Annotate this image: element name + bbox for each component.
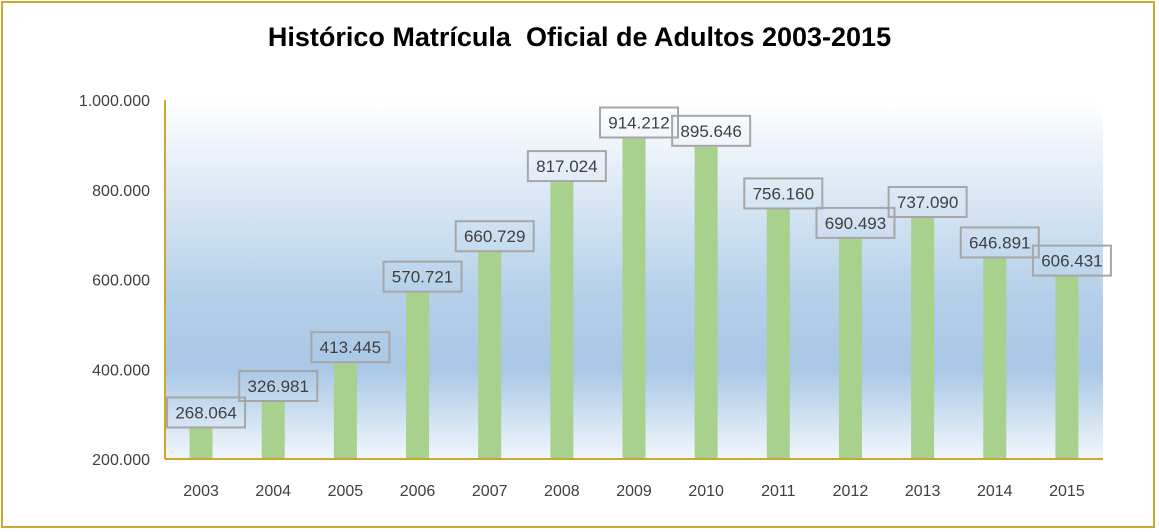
y-tick-label: 800.000 bbox=[92, 183, 150, 200]
data-label: 570.721 bbox=[392, 268, 453, 287]
data-label: 690.493 bbox=[825, 214, 886, 233]
data-label: 268.064 bbox=[175, 403, 236, 422]
data-label-box bbox=[454, 220, 535, 253]
data-label: 413.445 bbox=[320, 338, 381, 357]
data-label: 606.431 bbox=[1041, 252, 1102, 271]
bar bbox=[694, 146, 718, 459]
x-tick-label: 2009 bbox=[616, 483, 652, 500]
data-label-box bbox=[887, 185, 968, 218]
y-tick-label: 400.000 bbox=[92, 362, 150, 379]
data-label: 895.646 bbox=[680, 122, 741, 141]
x-tick-label: 2013 bbox=[905, 483, 941, 500]
y-tick-label: 1.000.000 bbox=[79, 93, 150, 110]
bar bbox=[622, 138, 646, 459]
bar bbox=[406, 292, 430, 459]
bar bbox=[261, 402, 285, 459]
data-label: 326.981 bbox=[248, 377, 309, 396]
x-tick-label: 2004 bbox=[255, 483, 291, 500]
x-tick-label: 2007 bbox=[472, 483, 508, 500]
data-label-box bbox=[238, 370, 319, 403]
data-label-box bbox=[959, 226, 1040, 259]
data-label: 914.212 bbox=[608, 113, 669, 132]
x-tick-label: 2005 bbox=[328, 483, 364, 500]
x-tick-label: 2014 bbox=[977, 483, 1013, 500]
data-label-box bbox=[382, 260, 463, 293]
data-label: 756.160 bbox=[753, 184, 814, 203]
x-tick-label: 2010 bbox=[688, 483, 724, 500]
bar bbox=[189, 428, 213, 459]
y-tick-labels: 200.000 400.000 600.000 800.000 1.000.000 bbox=[79, 93, 150, 469]
data-label-box bbox=[671, 114, 752, 147]
data-labels: 268.064 326.981 413.445 570.721 660.729 817.0… bbox=[166, 106, 1112, 429]
y-tick-label: 600.000 bbox=[92, 273, 150, 290]
bar bbox=[983, 258, 1007, 459]
data-label-box bbox=[599, 106, 679, 139]
bar bbox=[333, 363, 357, 459]
bar bbox=[838, 238, 862, 459]
x-tick-label: 2006 bbox=[400, 483, 436, 500]
data-label-box bbox=[526, 150, 607, 183]
bar bbox=[478, 252, 502, 459]
y-tick-label: 200.000 bbox=[92, 452, 150, 469]
bar bbox=[550, 182, 574, 459]
bar bbox=[1055, 276, 1079, 459]
x-tick-labels: 2003 2004 2005 2006 2007 2008 2009 2010 2011 2012… bbox=[183, 483, 1085, 500]
bar bbox=[766, 209, 790, 459]
data-label-box bbox=[310, 331, 391, 364]
data-label: 660.729 bbox=[464, 227, 525, 246]
data-label-box bbox=[815, 206, 896, 239]
bar bbox=[911, 217, 935, 459]
data-label-box bbox=[166, 396, 247, 429]
bars-layer bbox=[189, 138, 1079, 459]
x-tick-label: 2015 bbox=[1049, 483, 1085, 500]
x-tick-label: 2012 bbox=[833, 483, 869, 500]
data-label: 737.090 bbox=[897, 193, 958, 212]
data-label-box bbox=[743, 177, 824, 210]
x-tick-label: 2008 bbox=[544, 483, 580, 500]
chart-title: Histórico Matrícula Oficial de Adultos 2… bbox=[267, 22, 892, 52]
x-tick-label: 2011 bbox=[761, 483, 796, 500]
data-label: 817.024 bbox=[536, 157, 597, 176]
data-label: 646.891 bbox=[969, 233, 1030, 252]
x-tick-label: 2003 bbox=[183, 483, 219, 500]
data-label-box bbox=[1031, 244, 1112, 277]
